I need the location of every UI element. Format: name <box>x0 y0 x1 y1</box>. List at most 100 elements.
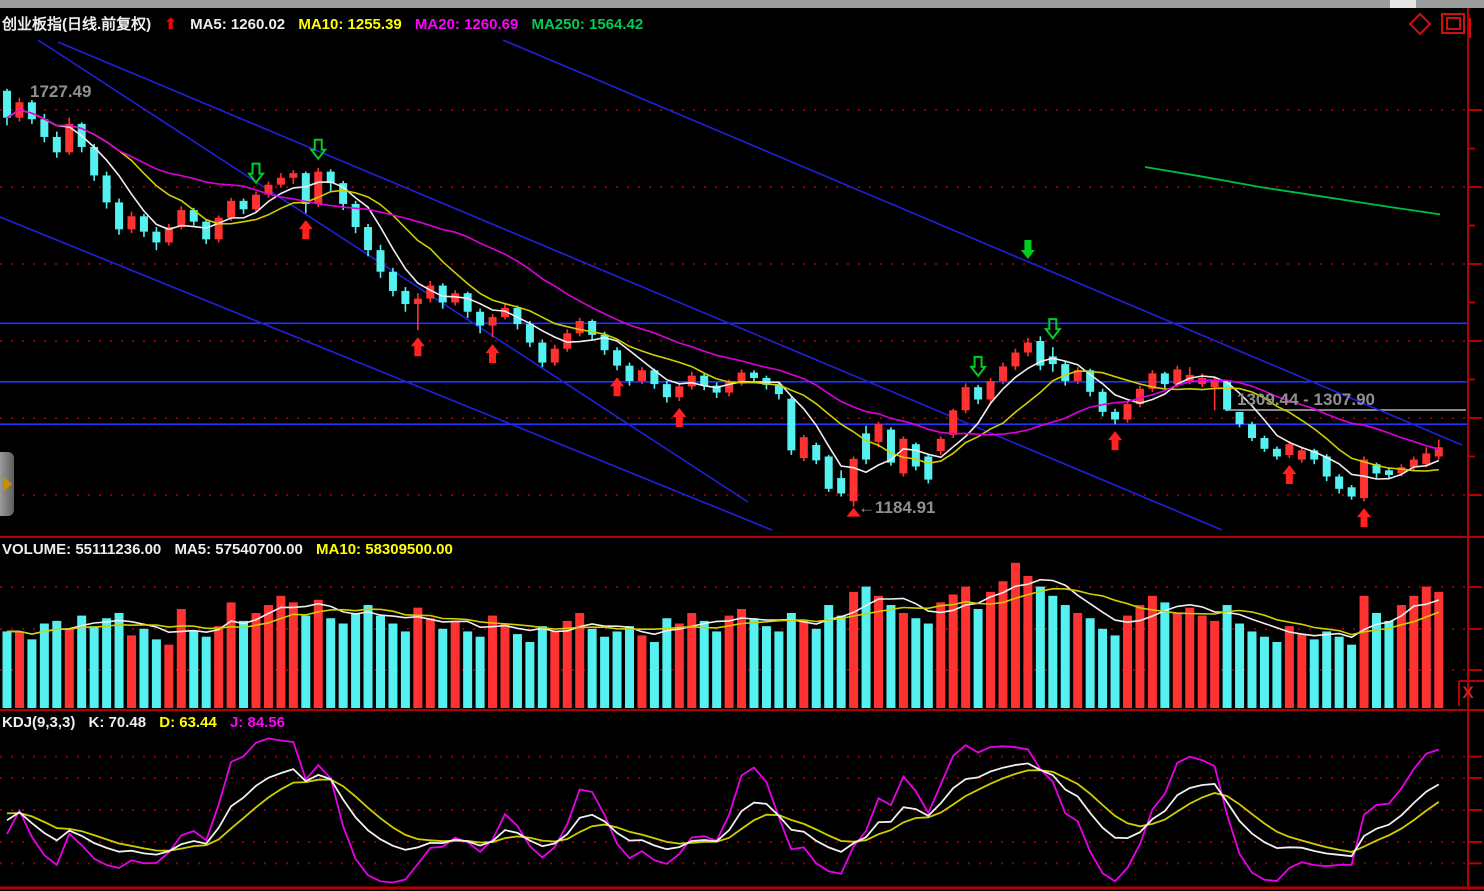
volume-bar[interactable] <box>1147 595 1157 708</box>
volume-bar[interactable] <box>1210 620 1220 708</box>
volume-bar[interactable] <box>351 612 361 708</box>
candle[interactable] <box>451 293 460 303</box>
candle[interactable] <box>961 387 970 411</box>
candle[interactable] <box>936 438 945 452</box>
candle[interactable] <box>1347 487 1356 497</box>
candle[interactable] <box>364 227 373 251</box>
volume-bar[interactable] <box>276 595 286 708</box>
volume-bar[interactable] <box>998 581 1008 708</box>
maximize-window-icon[interactable] <box>1441 13 1471 38</box>
volume-bar[interactable] <box>201 636 211 708</box>
volume-bar[interactable] <box>1334 636 1344 708</box>
candle[interactable] <box>501 307 509 318</box>
candle[interactable] <box>1360 459 1369 499</box>
candle[interactable] <box>662 384 671 398</box>
volume-bar[interactable] <box>874 595 883 708</box>
volume-bar[interactable] <box>600 636 610 708</box>
volume-bar[interactable] <box>637 635 647 708</box>
candle[interactable] <box>314 171 323 204</box>
candle[interactable] <box>1260 438 1269 449</box>
volume-bar[interactable] <box>463 631 473 708</box>
volume-bar[interactable] <box>363 605 373 708</box>
volume-bar[interactable] <box>512 634 522 708</box>
volume-bar[interactable] <box>712 631 722 708</box>
volume-bar[interactable] <box>102 618 112 708</box>
candle[interactable] <box>139 216 148 232</box>
volume-bar[interactable] <box>226 602 236 708</box>
candle[interactable] <box>886 429 895 463</box>
volume-bar[interactable] <box>1347 644 1357 708</box>
volume-bar[interactable] <box>413 607 423 708</box>
candle[interactable] <box>1173 369 1182 385</box>
candle[interactable] <box>924 456 933 480</box>
candle[interactable] <box>189 210 198 222</box>
candle[interactable] <box>463 293 472 312</box>
candle[interactable] <box>1123 404 1132 420</box>
volume-bar[interactable] <box>139 628 149 708</box>
volume-bar[interactable] <box>886 605 896 708</box>
candle[interactable] <box>613 350 622 366</box>
volume-bar[interactable] <box>1322 631 1332 708</box>
candle[interactable] <box>27 102 36 120</box>
volume-bar[interactable] <box>1123 615 1132 708</box>
volume-bar[interactable] <box>438 628 448 708</box>
candle[interactable] <box>1135 388 1144 405</box>
candle[interactable] <box>488 317 497 326</box>
volume-bar[interactable] <box>1284 626 1294 708</box>
volume-bar[interactable] <box>687 612 697 708</box>
volume-bar[interactable] <box>849 591 859 708</box>
candle[interactable] <box>177 210 186 228</box>
candle[interactable] <box>1235 411 1244 425</box>
candle[interactable] <box>476 311 485 326</box>
candle[interactable] <box>339 183 348 204</box>
candle[interactable] <box>650 370 659 385</box>
candle[interactable] <box>376 250 385 272</box>
candle[interactable] <box>239 200 248 210</box>
volume-bar[interactable] <box>799 620 809 708</box>
volume-bar[interactable] <box>674 623 684 708</box>
volume-bar[interactable] <box>400 631 410 708</box>
volume-bar[interactable] <box>114 612 124 708</box>
volume-bar[interactable] <box>64 628 74 708</box>
volume-bar[interactable] <box>189 631 199 708</box>
candle[interactable] <box>737 372 746 382</box>
candle[interactable] <box>986 381 995 400</box>
volume-bar[interactable] <box>1372 612 1381 708</box>
volume-bar[interactable] <box>376 615 385 708</box>
candle[interactable] <box>750 372 758 378</box>
candle[interactable] <box>52 136 61 153</box>
candle[interactable] <box>563 333 572 349</box>
volume-bar[interactable] <box>562 620 572 708</box>
candle[interactable] <box>438 285 447 303</box>
candle[interactable] <box>849 458 858 502</box>
volume-bar[interactable] <box>338 623 348 708</box>
candle[interactable] <box>725 381 734 393</box>
candle[interactable] <box>326 171 335 184</box>
candle[interactable] <box>625 365 634 382</box>
candle[interactable] <box>152 231 161 243</box>
candle[interactable] <box>202 221 211 240</box>
candle[interactable] <box>65 123 74 153</box>
volume-bar[interactable] <box>1384 620 1394 708</box>
volume-bar[interactable] <box>1085 618 1095 708</box>
volume-bar[interactable] <box>898 612 908 708</box>
volume-bar[interactable] <box>1035 586 1045 708</box>
candle[interactable] <box>837 478 846 494</box>
volume-bar[interactable] <box>164 644 174 708</box>
volume-bar[interactable] <box>774 631 784 708</box>
volume-bar[interactable] <box>288 602 298 708</box>
volume-bar[interactable] <box>1185 607 1195 708</box>
volume-bar[interactable] <box>786 612 796 708</box>
candle[interactable] <box>637 370 646 382</box>
volume-bar[interactable] <box>1297 634 1307 708</box>
diamond-icon[interactable] <box>1408 12 1432 36</box>
volume-bar[interactable] <box>301 615 311 708</box>
candle[interactable] <box>525 324 534 343</box>
candle[interactable] <box>550 348 559 363</box>
volume-bar[interactable] <box>761 626 771 708</box>
volume-bar[interactable] <box>824 605 834 708</box>
volume-bar[interactable] <box>52 620 62 708</box>
candle[interactable] <box>899 438 908 474</box>
candle[interactable] <box>824 456 833 489</box>
volume-bar[interactable] <box>1272 642 1282 708</box>
